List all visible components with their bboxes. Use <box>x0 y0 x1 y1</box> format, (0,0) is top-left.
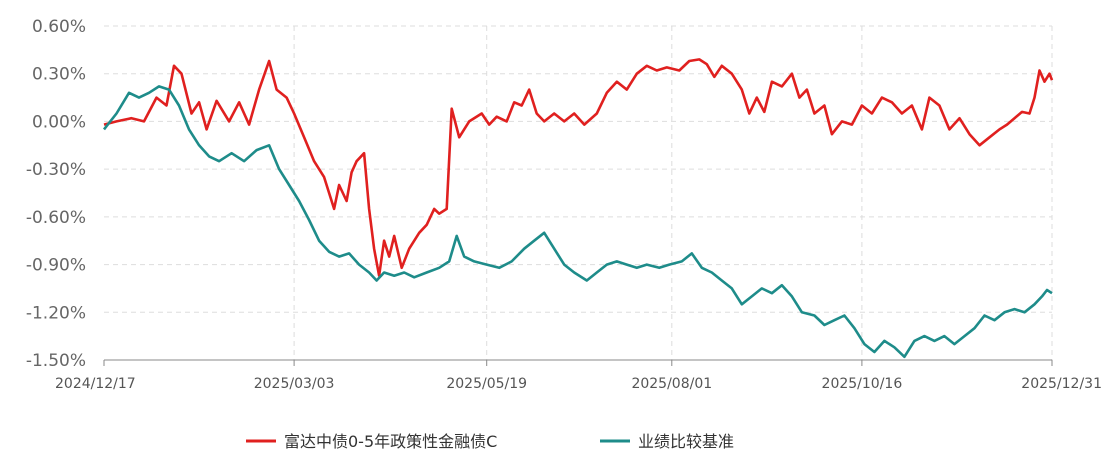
x-tick-label: 2025/03/03 <box>254 376 335 392</box>
legend-label: 业绩比较基准 <box>638 432 734 451</box>
y-tick-label: -1.50% <box>26 351 86 371</box>
x-tick-label: 2025/10/16 <box>822 376 903 392</box>
y-tick-label: 0.30% <box>32 65 86 85</box>
legend-label: 富达中债0-5年政策性金融债C <box>284 432 497 451</box>
y-axis: 0.60% 0.30% 0.00% -0.30% -0.60% -0.90% -1.20% -… <box>26 17 86 371</box>
y-tick-label: 0.00% <box>32 112 86 132</box>
y-tick-label: -0.30% <box>26 160 86 180</box>
x-tick-label: 2024/12/17 <box>55 376 136 392</box>
y-tick-label: 0.60% <box>32 17 86 37</box>
x-axis: 2024/12/17 2025/03/03 2025/05/19 2025/08/01… <box>55 359 1102 392</box>
x-tick-label: 2025/12/31 <box>1021 376 1102 392</box>
y-tick-label: -0.60% <box>26 208 86 228</box>
y-tick-label: -1.20% <box>26 303 86 323</box>
x-tick-label: 2025/05/19 <box>446 376 527 392</box>
series-line-0 <box>103 58 1054 277</box>
grid-lines <box>104 25 1053 360</box>
y-tick-label: -0.90% <box>26 256 86 276</box>
x-tick-label: 2025/08/01 <box>631 376 712 392</box>
plot-area <box>102 58 1054 359</box>
legend: 富达中债0-5年政策性金融债C 业绩比较基准 <box>246 432 734 451</box>
series-line-1 <box>102 85 1053 359</box>
